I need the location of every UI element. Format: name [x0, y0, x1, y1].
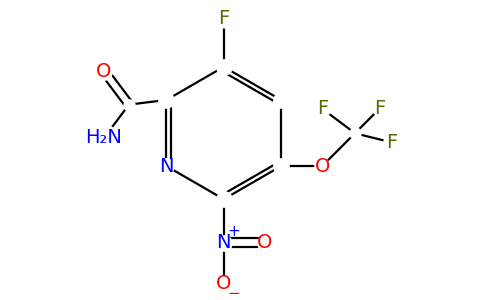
Text: −: −	[227, 286, 240, 300]
Text: N: N	[159, 157, 174, 175]
Text: H₂N: H₂N	[86, 128, 122, 147]
Text: O: O	[257, 233, 272, 252]
Text: F: F	[375, 99, 386, 118]
Text: N: N	[216, 233, 231, 252]
Text: O: O	[96, 62, 112, 81]
Text: F: F	[318, 99, 329, 118]
Text: O: O	[315, 157, 330, 175]
Text: F: F	[218, 9, 229, 28]
Text: +: +	[227, 224, 240, 238]
Text: O: O	[216, 274, 231, 293]
Text: F: F	[386, 133, 397, 152]
